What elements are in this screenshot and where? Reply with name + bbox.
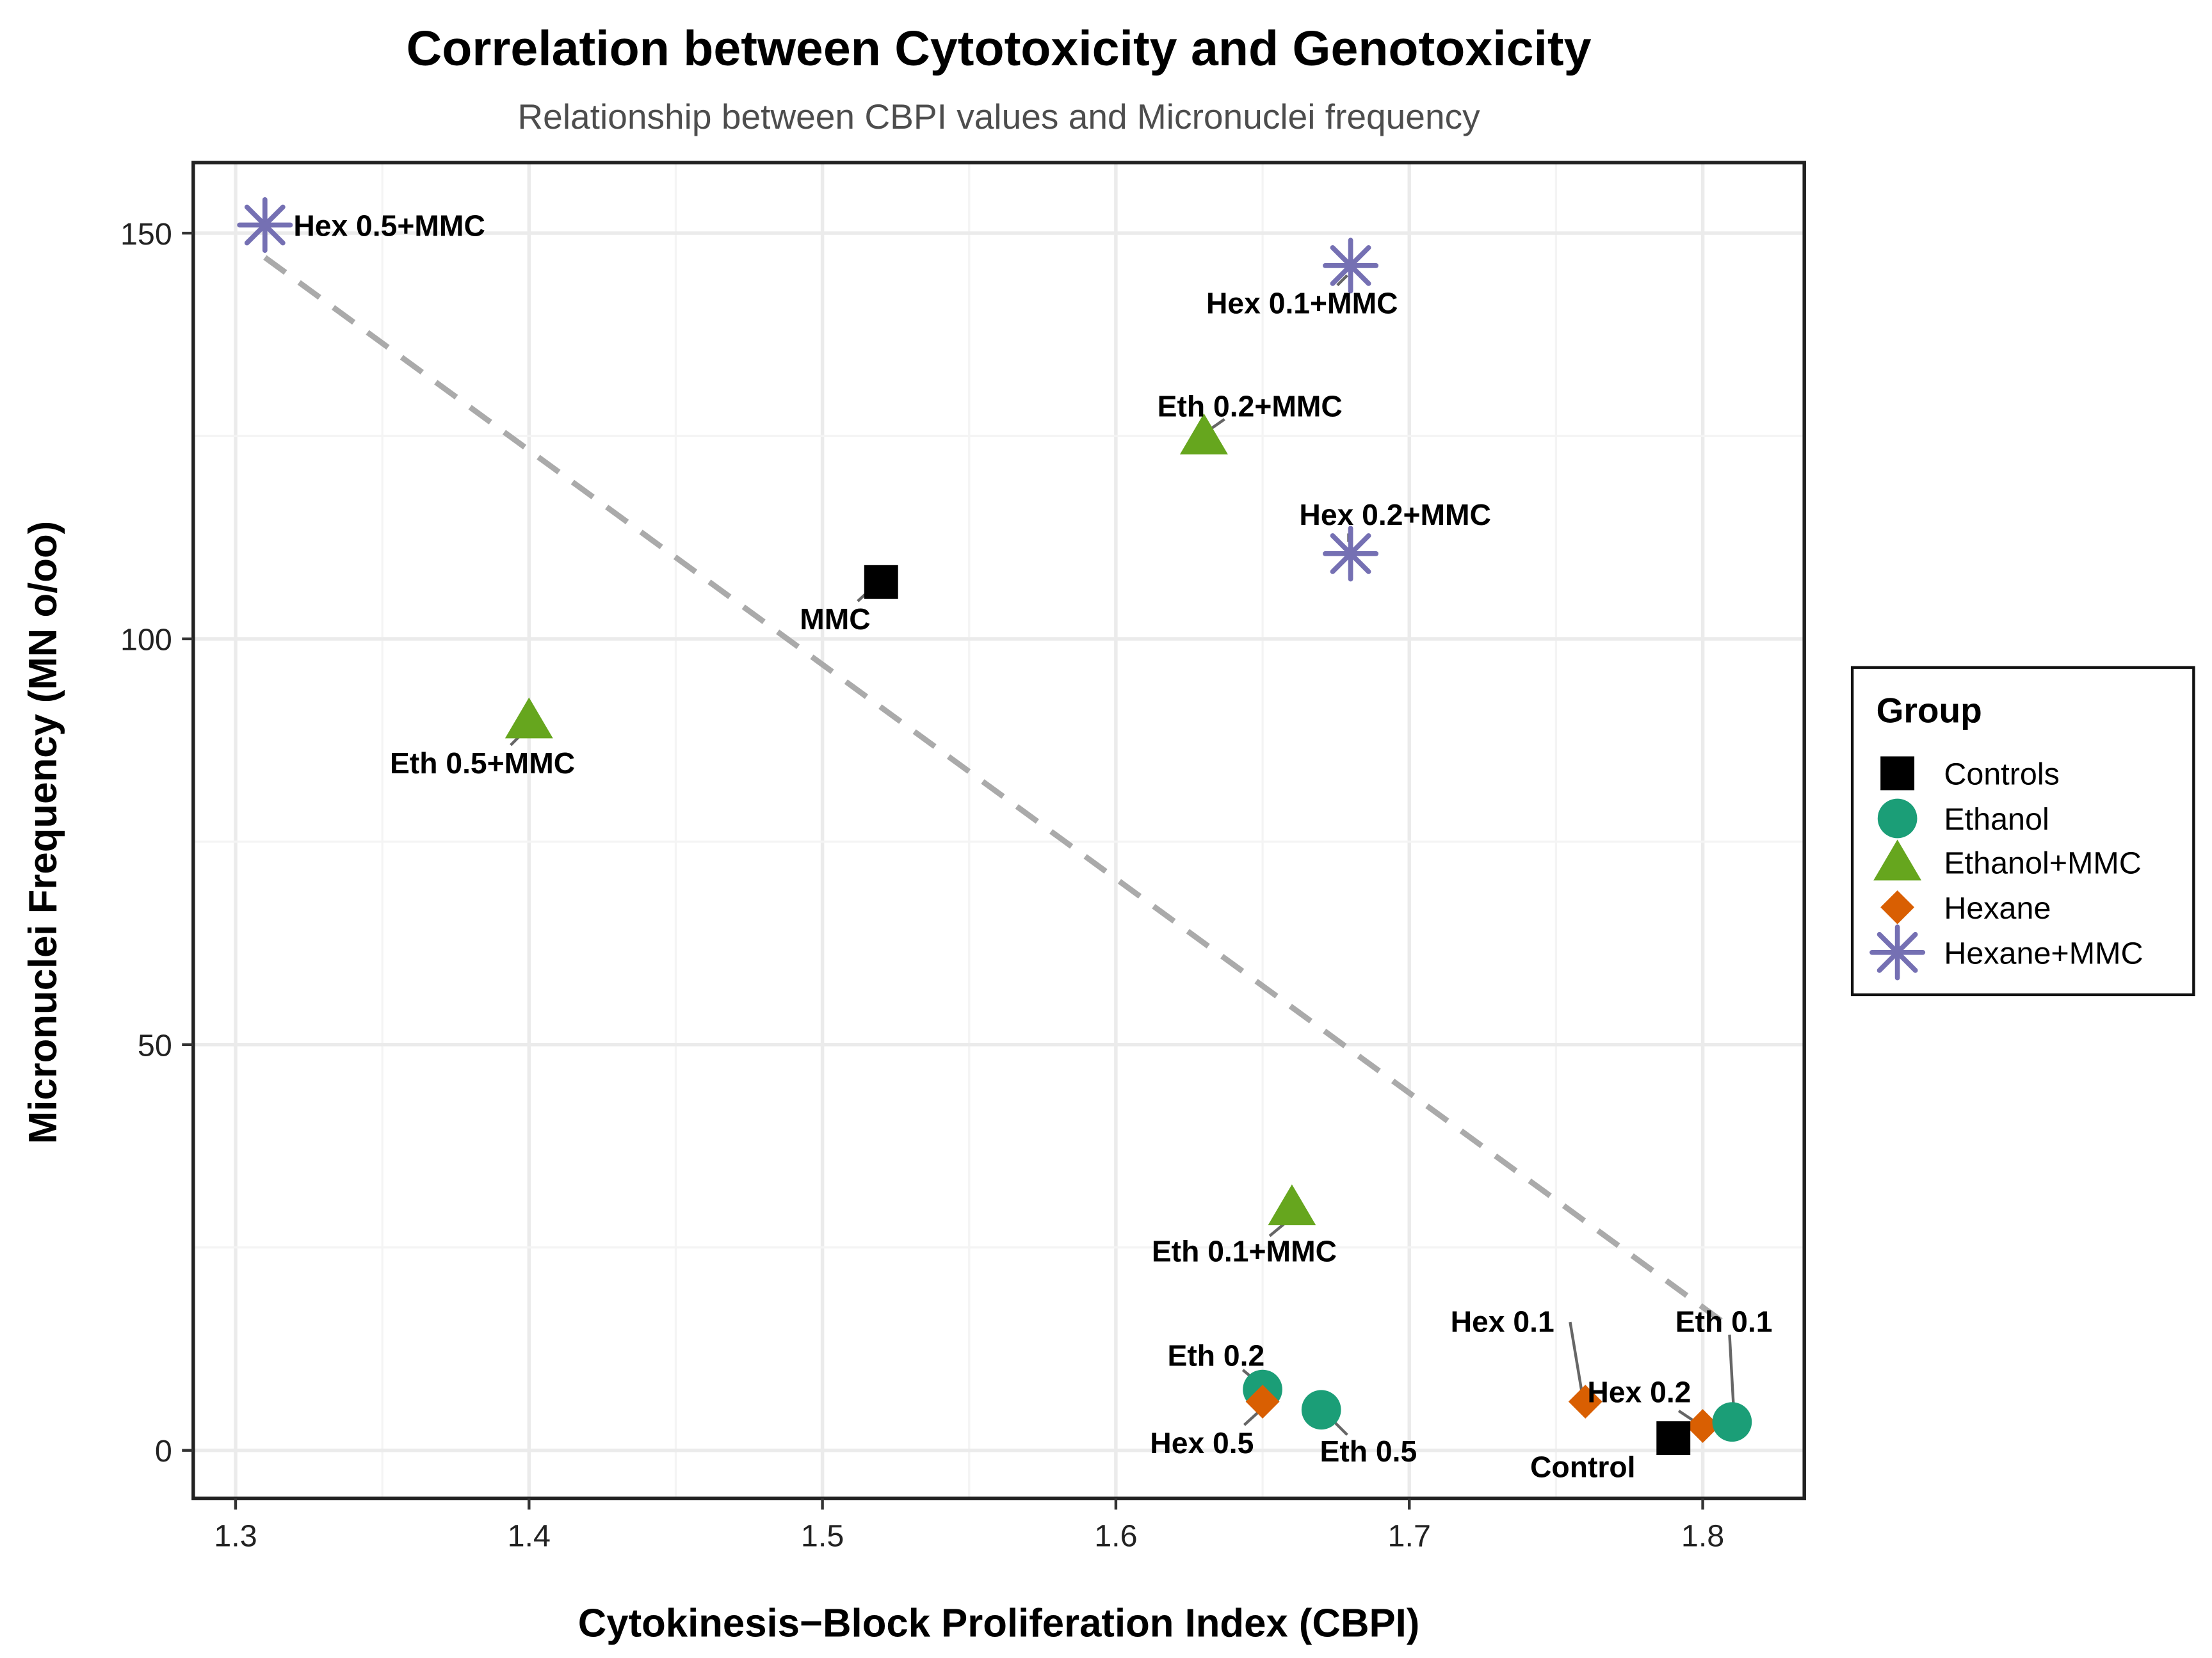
trend-line [263,255,1734,1332]
y-axis-label: Micronuclei Frequency (MN o/oo) [21,521,65,1144]
legend-key-diamond-icon [1880,890,1915,924]
legend-key-circle-icon [1877,798,1917,839]
legend-title: Group [1877,691,1982,730]
y-tick-label: 50 [138,1028,172,1063]
point-label: Eth 0.2+MMC [1158,389,1343,423]
point-label: Eth 0.5 [1320,1435,1417,1468]
y-tick-label: 0 [155,1434,172,1469]
label-leader-line [1336,274,1348,287]
point-labels: Hex 0.5+MMC Hex 0.1+MMC Eth 0.2+MMC Hex 0.2… [293,209,1772,1483]
point-label: Eth 0.1+MMC [1152,1234,1337,1268]
chart-title: Correlation between Cytotoxicity and Gen… [407,21,1592,76]
data-point-hexane [1245,1385,1280,1419]
point-label: Hex 0.1 [1451,1305,1554,1339]
legend-key-triangle-icon [1873,839,1922,881]
point-label: Control [1530,1450,1635,1483]
data-point-ethanol-mmc [1179,413,1228,455]
plot-panel-border [191,161,1806,1501]
label-leader-line [1569,1321,1583,1390]
label-leader-lines [510,274,1736,1436]
y-tick-label: 100 [120,623,172,657]
legend-label: Hexane+MMC [1944,936,2143,970]
x-tick-label: 1.6 [1094,1518,1137,1553]
data-point-controls [864,565,898,599]
legend: Group Controls Ethanol Ethanol+MMC Hexane He… [1850,666,2195,997]
data-point-hexane [1686,1409,1720,1444]
data-point-ethanol [1712,1402,1752,1442]
label-leader-line [1728,1334,1736,1412]
point-label: Hex 0.2+MMC [1299,498,1491,531]
point-label: Hex 0.5 [1150,1426,1254,1460]
trend-line-group [263,255,1734,1332]
data-point-ethanol-mmc [1268,1184,1316,1225]
x-tick-label: 1.4 [508,1518,551,1553]
data-points [237,197,1752,1456]
point-label: Hex 0.1+MMC [1206,287,1398,320]
point-label: MMC [800,602,871,636]
y-tick-label: 150 [120,217,172,252]
gridlines [193,162,1805,1499]
point-label: Eth 0.2 [1168,1339,1265,1372]
label-leader-line [1243,1410,1261,1426]
point-label: Hex 0.2 [1587,1376,1691,1409]
axis-ticks: 1.3 1.4 1.5 1.6 1.7 1.8 0 50 100 150 [120,217,1724,1554]
data-point-controls [1656,1421,1691,1456]
data-point-ethanol [1301,1390,1341,1430]
legend-label: Ethanol+MMC [1944,846,2141,880]
x-axis-label: Cytokinesis−Block Proliferation Index (C… [578,1601,1420,1645]
legend-key-asterisk-icon [1869,924,1926,981]
point-label: Eth 0.1 [1675,1305,1773,1339]
legend-label: Controls [1944,757,2059,792]
x-tick-label: 1.8 [1681,1518,1724,1553]
data-point-hexane-mmc [237,197,293,253]
legend-label: Hexane [1944,891,2051,926]
x-tick-label: 1.3 [214,1518,257,1553]
x-tick-label: 1.5 [801,1518,844,1553]
data-point-hexane-mmc [1323,526,1379,582]
chart-subtitle: Relationship between CBPI values and Mic… [517,97,1480,136]
x-tick-label: 1.7 [1388,1518,1431,1553]
data-point-hexane [1568,1385,1602,1419]
point-label: Hex 0.5+MMC [293,209,485,242]
data-point-ethanol-mmc [505,697,553,739]
point-label: Eth 0.5+MMC [390,746,575,780]
legend-key-square-icon [1880,756,1915,791]
data-point-hexane-mmc [1323,237,1379,294]
label-leader-line [1209,418,1225,431]
legend-label: Ethanol [1944,802,2049,837]
